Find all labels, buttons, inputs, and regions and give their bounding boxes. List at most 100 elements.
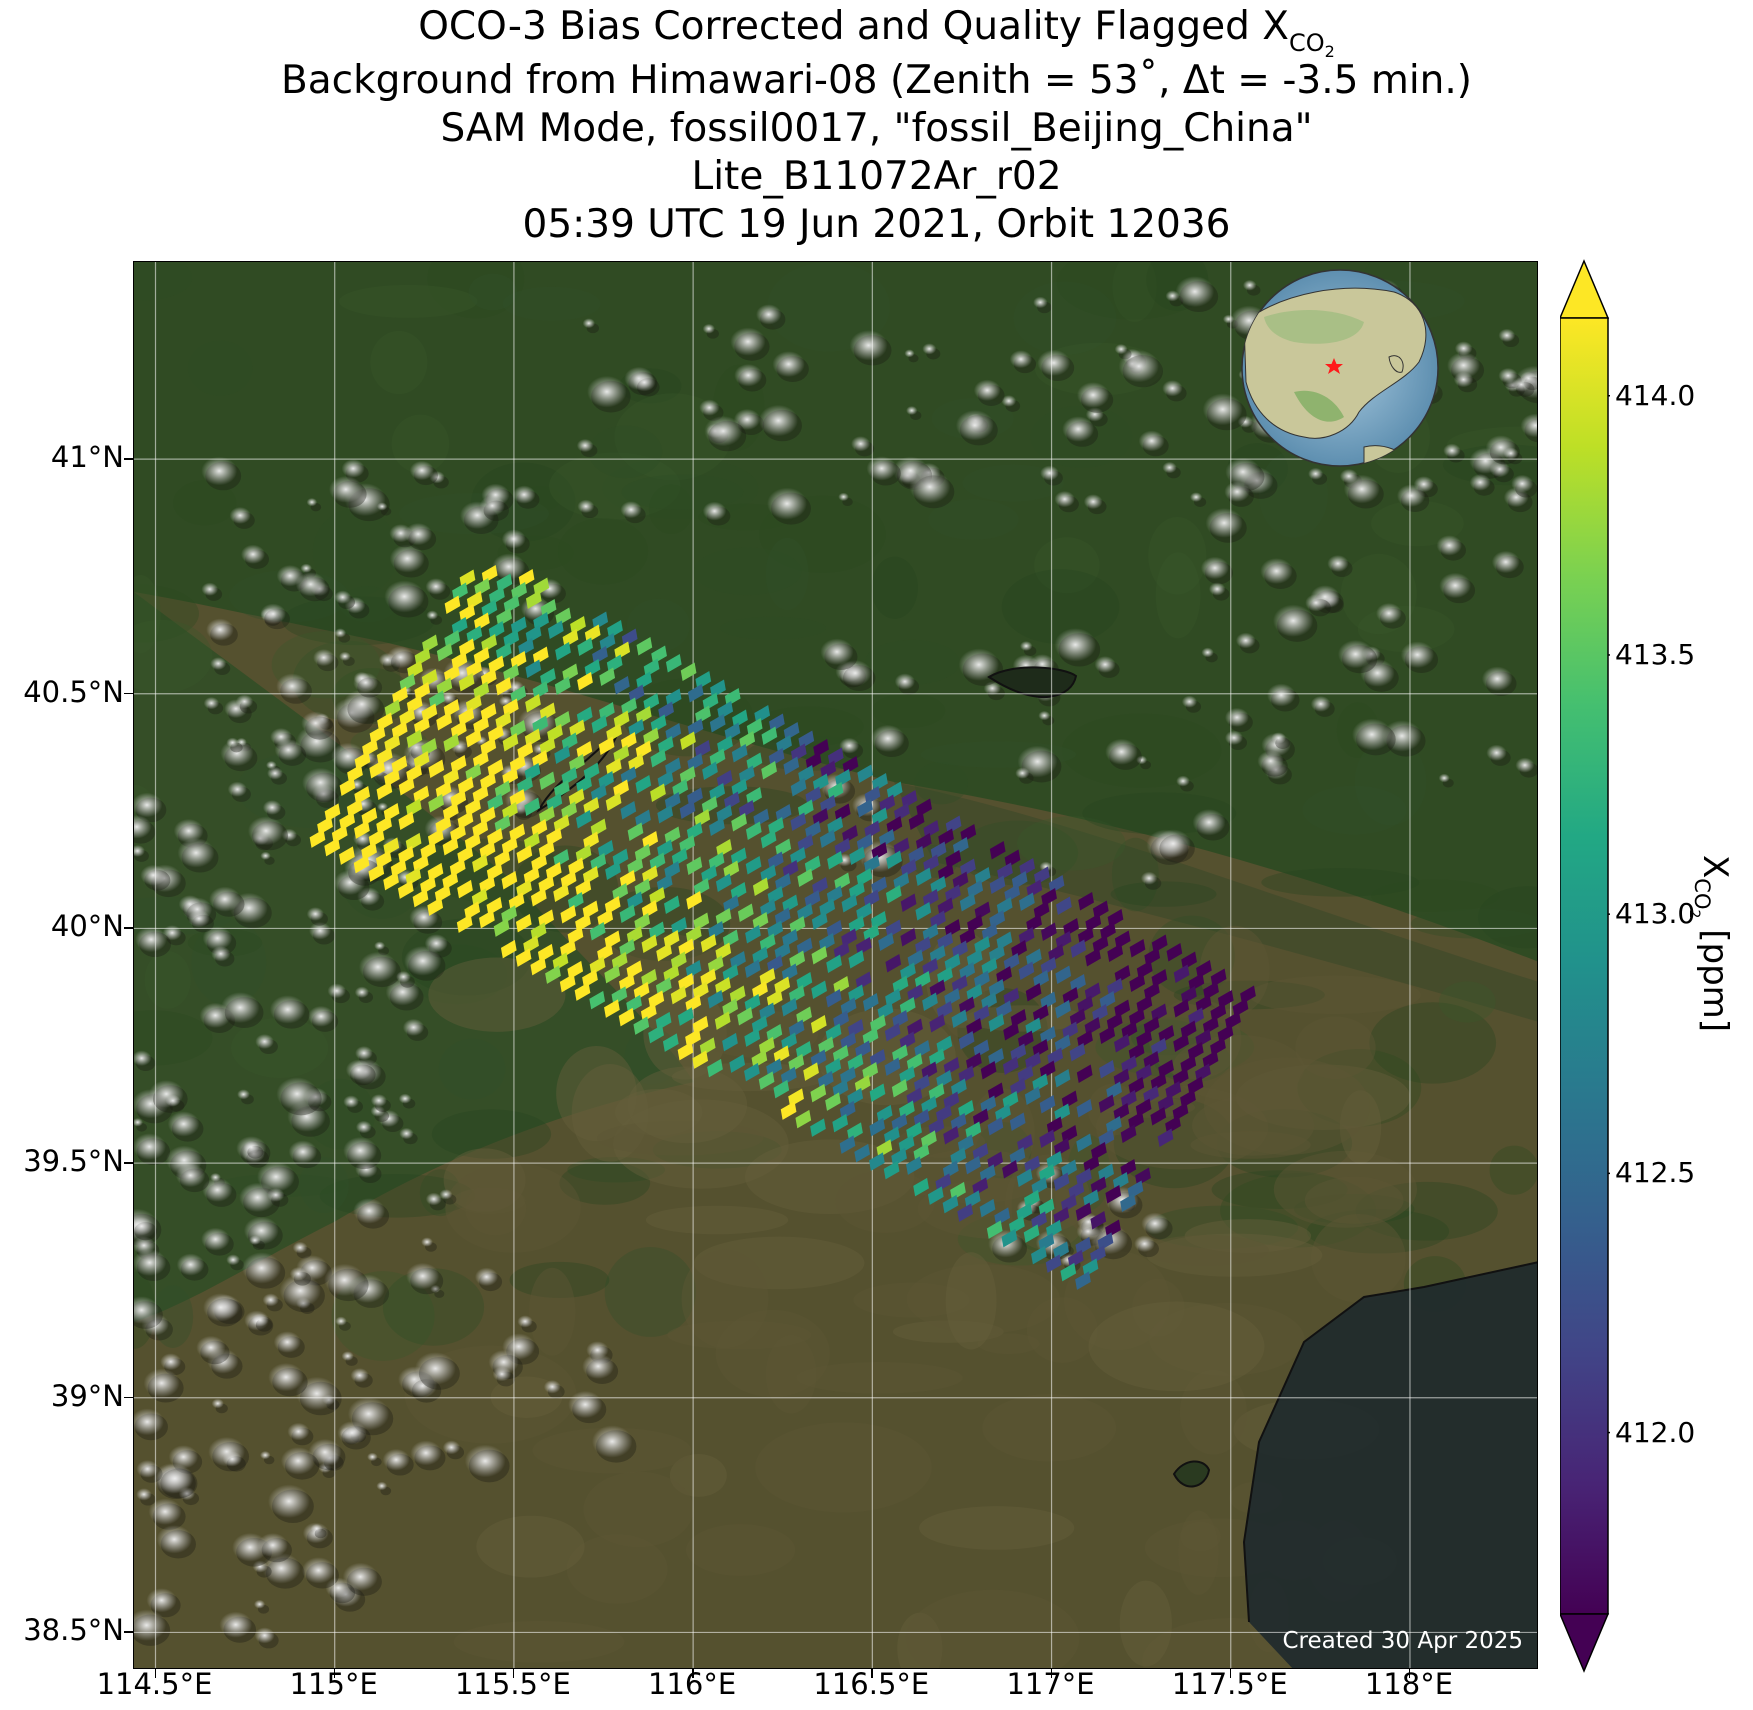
xco2-sounding bbox=[701, 796, 718, 815]
xco2-sounding bbox=[788, 1088, 804, 1107]
xco2-sounding bbox=[473, 681, 490, 700]
xco2-sounding bbox=[818, 1036, 834, 1055]
xco2-sounding bbox=[958, 1065, 975, 1084]
xco2-sounding bbox=[399, 707, 416, 727]
xco2-sounding bbox=[1173, 964, 1190, 984]
xco2-sounding bbox=[664, 791, 681, 811]
xco2-sounding bbox=[577, 637, 594, 657]
xco2-sounding bbox=[1054, 1068, 1071, 1088]
xco2-sounding bbox=[525, 625, 542, 644]
xco2-sounding bbox=[427, 897, 444, 916]
xco2-sounding bbox=[893, 837, 910, 857]
xco2-sounding bbox=[472, 784, 489, 804]
xco2-sounding bbox=[450, 720, 467, 739]
xco2-sounding bbox=[555, 642, 571, 661]
xco2-sounding bbox=[951, 974, 968, 994]
xco2-sounding bbox=[928, 1117, 945, 1136]
xco2-sounding bbox=[539, 771, 556, 790]
xco2-sounding bbox=[782, 859, 799, 879]
xco2-sounding bbox=[540, 599, 557, 618]
xco2-sounding bbox=[1180, 1020, 1197, 1040]
xco2-sounding bbox=[922, 992, 938, 1011]
xco2-sounding bbox=[952, 837, 969, 856]
xco2-sounding bbox=[634, 912, 651, 932]
xco2-sounding bbox=[656, 942, 672, 962]
xco2-sounding bbox=[745, 855, 762, 875]
xco2-sounding bbox=[789, 950, 806, 969]
xco2-sounding bbox=[1054, 1034, 1071, 1053]
xco2-sounding bbox=[952, 871, 969, 891]
xco2-sounding bbox=[487, 827, 503, 847]
xco2-sounding bbox=[369, 725, 386, 744]
xco2-sounding bbox=[744, 1062, 760, 1082]
xco2-sounding bbox=[752, 946, 769, 965]
chart-title-line5: 05:39 UTC 19 Jun 2021, Orbit 12036 bbox=[522, 202, 1231, 247]
xco2-sounding bbox=[987, 1151, 1004, 1170]
xco2-sounding bbox=[502, 732, 519, 752]
lat-tick-label: 39.5°N bbox=[23, 1144, 124, 1179]
xco2-sounding bbox=[759, 1036, 775, 1056]
xco2-sounding bbox=[589, 921, 606, 941]
xco2-sounding bbox=[1054, 1103, 1071, 1122]
xco2-sounding bbox=[834, 872, 851, 892]
lon-tick bbox=[333, 1669, 336, 1678]
xco2-sounding bbox=[1121, 1055, 1137, 1074]
xco2-sounding bbox=[943, 1091, 960, 1110]
xco2-sounding bbox=[525, 659, 542, 679]
xco2-sounding bbox=[414, 716, 430, 735]
colorbar-max-arrow bbox=[1560, 259, 1610, 319]
xco2-sounding bbox=[717, 735, 733, 755]
xco2-sounding bbox=[709, 817, 725, 836]
xco2-sounding bbox=[810, 1014, 827, 1034]
xco2-sounding bbox=[671, 916, 687, 936]
xco2-sounding bbox=[525, 694, 541, 713]
xco2-sounding bbox=[1024, 1155, 1041, 1174]
xco2-sounding bbox=[856, 902, 872, 921]
xco2-sounding bbox=[722, 998, 739, 1017]
xco2-sounding bbox=[405, 832, 422, 852]
xco2-sounding bbox=[886, 816, 903, 835]
xco2-sounding bbox=[346, 798, 363, 818]
xco2-sounding bbox=[509, 823, 526, 842]
xco2-sounding bbox=[442, 802, 459, 821]
xco2-sounding bbox=[517, 775, 533, 795]
xco2-sounding bbox=[753, 808, 770, 828]
xco2-sounding bbox=[539, 736, 556, 756]
xco2-sounding bbox=[966, 949, 983, 968]
xco2-sounding bbox=[1180, 1055, 1197, 1074]
xco2-sounding bbox=[913, 1177, 929, 1197]
xco2-sounding bbox=[944, 987, 961, 1007]
xco2-sounding bbox=[383, 802, 400, 822]
xco2-sounding bbox=[664, 826, 681, 845]
xco2-sounding bbox=[1077, 1029, 1093, 1049]
xco2-sounding bbox=[700, 968, 717, 987]
xco2-sounding bbox=[854, 1074, 871, 1094]
xco2-sounding bbox=[496, 573, 513, 593]
xco2-sounding bbox=[677, 1041, 694, 1061]
xco2-sounding bbox=[781, 1032, 797, 1051]
xco2-sounding bbox=[324, 837, 341, 857]
xco2-sounding bbox=[532, 715, 549, 734]
xco2-sounding bbox=[1025, 1051, 1041, 1071]
xco2-sounding bbox=[899, 996, 916, 1016]
xco2-sounding bbox=[1053, 1206, 1070, 1226]
xco2-sounding bbox=[561, 801, 577, 820]
xco2-sounding bbox=[974, 936, 991, 955]
xco2-sounding bbox=[569, 753, 585, 773]
xco2-sounding bbox=[614, 676, 630, 695]
xco2-sounding bbox=[1099, 1025, 1116, 1045]
xco2-sounding bbox=[964, 1190, 981, 1209]
lat-tick-label: 38.5°N bbox=[23, 1613, 124, 1648]
xco2-sounding bbox=[1098, 1094, 1115, 1113]
xco2-sounding bbox=[907, 983, 924, 1003]
xco2-sounding bbox=[1120, 1193, 1136, 1212]
xco2-sounding bbox=[692, 1050, 709, 1069]
xco2-sounding bbox=[981, 991, 997, 1011]
xco2-sounding bbox=[839, 1135, 856, 1154]
xco2-sounding bbox=[884, 1057, 901, 1076]
xco2-sounding bbox=[495, 711, 512, 730]
xco2-sounding bbox=[429, 690, 445, 709]
xco2-sounding bbox=[937, 863, 954, 882]
xco2-sounding bbox=[842, 825, 858, 844]
xco2-sounding bbox=[1032, 1038, 1049, 1058]
